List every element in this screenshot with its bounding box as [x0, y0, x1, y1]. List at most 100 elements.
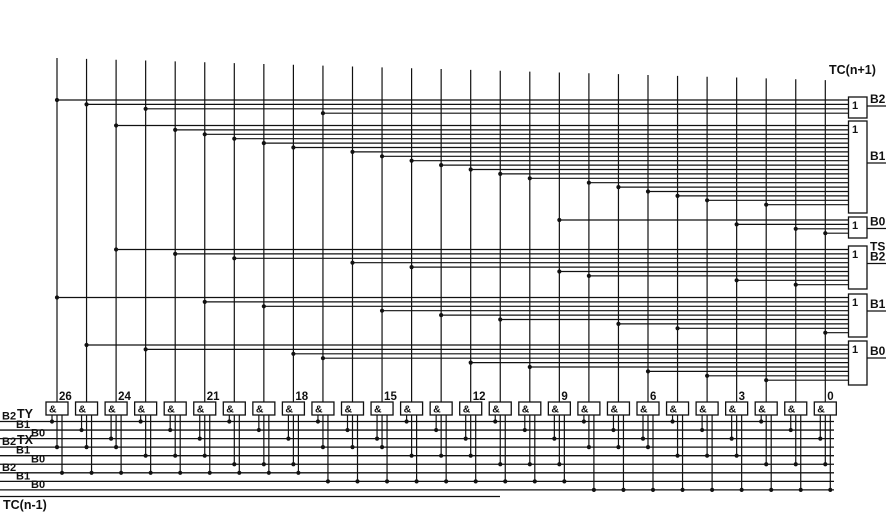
bus-junction-dot	[640, 436, 646, 441]
and-gate-box	[518, 401, 542, 416]
and-gate-symbol: &	[670, 404, 678, 416]
output-junction-dot	[793, 226, 798, 231]
and-gate-symbol: &	[374, 404, 382, 416]
and-gate-box	[459, 401, 483, 416]
output-junction-dot	[202, 132, 207, 137]
bus-junction-dot	[261, 462, 266, 467]
output-junction-dot	[705, 373, 710, 378]
and-gate-symbol: &	[433, 404, 441, 416]
or-gate-box-tc-b2	[847, 96, 868, 119]
and-gate-box	[104, 401, 128, 416]
bus-junction-dot	[705, 453, 710, 458]
bus-junction-dot	[764, 462, 769, 467]
and-gate-symbol: &	[108, 404, 116, 416]
output-junction-dot	[734, 278, 739, 283]
and-gate-box	[193, 401, 217, 416]
bus-junction-dot	[710, 487, 715, 492]
bus-junction-dot	[434, 427, 439, 433]
and-gate-symbol: &	[404, 404, 412, 416]
bus-junction-dot	[586, 445, 592, 450]
or-gate-symbol: 1	[852, 124, 858, 136]
gate-number-label: 0	[827, 391, 833, 403]
or-gate-symbol: 1	[852, 249, 858, 261]
bus-junction-dot	[404, 419, 409, 424]
bus-junction-dot	[143, 453, 148, 458]
and-gate-symbol: &	[463, 404, 471, 416]
output-junction-dot	[468, 360, 473, 365]
and-gate-symbol: &	[226, 404, 234, 416]
bus-junction-dot	[818, 436, 823, 441]
output-junction-dot	[350, 260, 355, 265]
bus-junction-dot	[89, 470, 94, 475]
output-junction-dot	[823, 231, 828, 236]
bus-junction-dot	[621, 487, 626, 492]
or-gate-symbol: 1	[852, 297, 858, 309]
and-gate-box	[665, 401, 690, 416]
and-gate-symbol: &	[167, 404, 175, 416]
and-gate-symbol: &	[256, 404, 264, 416]
bus-junction-dot	[581, 419, 587, 424]
output-junction-dot	[54, 97, 60, 103]
bus-junction-dot	[557, 462, 562, 467]
bus-line-label: B0	[31, 428, 45, 440]
bus-junction-dot	[616, 445, 621, 450]
output-junction-dot	[527, 176, 532, 181]
bus-junction-dot	[680, 487, 685, 492]
and-gate-symbol: &	[522, 404, 530, 416]
output-junction-dot	[114, 247, 119, 252]
bus-junction-dot	[611, 427, 616, 433]
or-gate-box-tc-b0	[847, 216, 868, 239]
bus-junction-dot	[444, 479, 449, 484]
carry-out-label: TC(n+1)	[829, 63, 876, 77]
gate-number-label: 26	[59, 391, 72, 403]
output-junction-dot	[586, 273, 592, 278]
and-gate-symbol: &	[79, 404, 87, 416]
bus-junction-dot	[503, 479, 508, 484]
and-gate-symbol: &	[758, 404, 766, 416]
bus-junction-dot	[729, 436, 734, 441]
and-gate-box	[163, 401, 187, 416]
output-junction-dot	[202, 299, 207, 304]
output-junction-dot	[468, 167, 473, 172]
output-junction-dot	[320, 356, 326, 361]
operand-x-tag: TX	[17, 433, 34, 447]
gate-number-label: 15	[384, 391, 397, 403]
gate-number-label: 3	[739, 391, 745, 403]
and-gate-box	[281, 401, 306, 416]
output-junction-dot	[232, 136, 237, 141]
output-junction-dot	[291, 351, 296, 356]
output-junction-dot	[84, 102, 89, 107]
bus-junction-dot	[498, 462, 503, 467]
and-gate-box	[754, 401, 778, 416]
bus-junction-dot	[473, 479, 478, 484]
and-gate-box	[399, 401, 424, 416]
bus-junction-dot	[54, 445, 60, 450]
output-junction-dot	[675, 326, 680, 331]
bus-junction-dot	[793, 462, 798, 467]
bus-junction-dot	[138, 419, 143, 424]
output-junction-dot	[114, 123, 119, 128]
and-gate-box	[311, 401, 335, 416]
and-gate-box	[222, 401, 246, 416]
output-junction-dot	[143, 106, 148, 111]
output-junction-dot	[616, 321, 621, 326]
and-gate-symbol: &	[492, 404, 500, 416]
output-junction-dot	[320, 111, 326, 116]
output-junction-dot	[379, 154, 385, 159]
and-gate-box	[133, 401, 158, 416]
bus-junction-dot	[675, 453, 680, 458]
bus-junction-dot	[493, 419, 498, 424]
output-junction-dot	[409, 158, 414, 163]
bus-junction-dot	[532, 479, 537, 484]
bus-junction-dot	[670, 419, 675, 424]
and-gate-symbol: &	[197, 404, 205, 416]
output-junction-dot	[705, 198, 710, 203]
bus-line-label: B0	[31, 453, 45, 465]
carry-in-label: TC(n-1)	[3, 498, 47, 512]
bus-junction-dot	[168, 427, 173, 433]
bus-line-label: B1	[16, 445, 30, 457]
and-gate-symbol: &	[610, 404, 618, 416]
bus-junction-dot	[355, 479, 360, 484]
and-gate-symbol: &	[699, 404, 707, 416]
